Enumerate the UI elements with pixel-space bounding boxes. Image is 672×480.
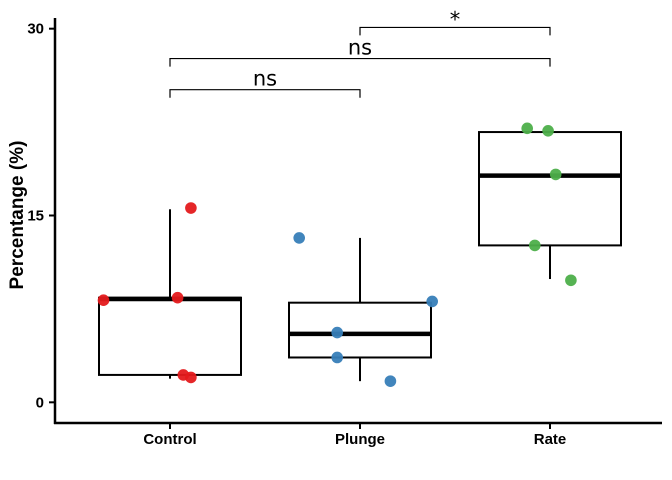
data-point-rate bbox=[529, 239, 541, 252]
comparison-bracket-2 bbox=[169, 57, 551, 67]
data-point-rate bbox=[565, 274, 577, 287]
box-rate bbox=[478, 131, 622, 247]
comparison-label-1: ns bbox=[253, 67, 277, 91]
x-tick-label-rate: Rate bbox=[534, 431, 567, 448]
points-layer bbox=[97, 122, 577, 387]
box-control bbox=[98, 296, 242, 376]
data-point-control bbox=[185, 371, 197, 384]
data-point-plunge bbox=[384, 375, 397, 387]
x-tick-label-plunge: Plunge bbox=[335, 431, 385, 448]
boxes-layer bbox=[98, 131, 622, 382]
data-point-rate bbox=[542, 125, 554, 137]
data-point-plunge bbox=[293, 232, 306, 244]
data-point-plunge bbox=[426, 295, 439, 308]
y-tick-label: 15 bbox=[27, 208, 44, 225]
data-point-control bbox=[171, 291, 184, 304]
data-point-control bbox=[185, 202, 197, 214]
axes-layer bbox=[53, 18, 662, 425]
comparison-bracket-1 bbox=[169, 89, 361, 98]
y-tick-label: 30 bbox=[27, 21, 44, 38]
significance-layer: ns ns * bbox=[169, 7, 551, 98]
data-point-control bbox=[97, 294, 110, 306]
data-point-plunge bbox=[331, 351, 344, 364]
y-tick-label: 0 bbox=[36, 394, 44, 411]
ticks-layer: 0 15 30 Control Plunge Rate bbox=[27, 21, 566, 448]
comparison-label-3: * bbox=[450, 7, 461, 31]
y-axis-title: Percentange (%) bbox=[7, 141, 28, 290]
comparison-label-2: ns bbox=[348, 36, 372, 60]
x-tick-label-control: Control bbox=[143, 431, 196, 448]
data-point-plunge bbox=[331, 326, 344, 339]
comparison-bracket-3 bbox=[359, 26, 551, 36]
data-point-rate bbox=[549, 168, 562, 181]
data-point-rate bbox=[521, 122, 533, 135]
box-plunge bbox=[288, 301, 432, 359]
